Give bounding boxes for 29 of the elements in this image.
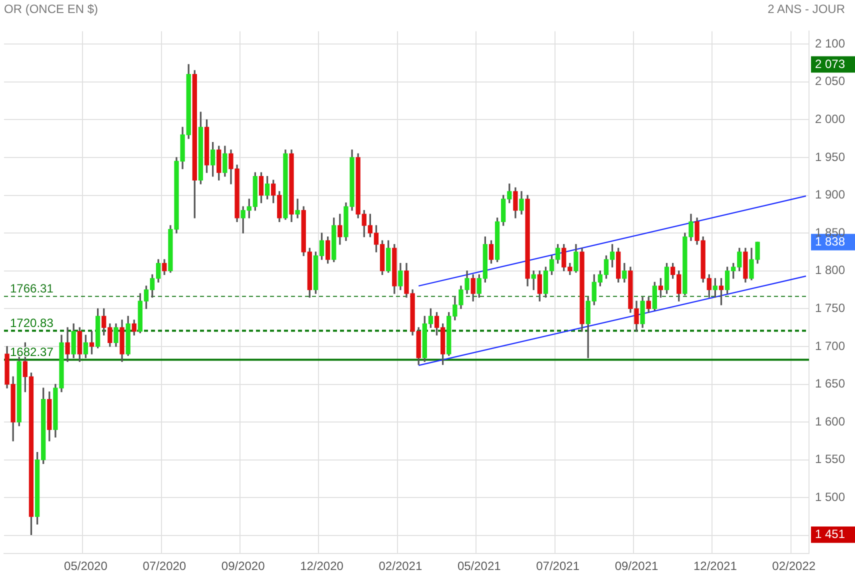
x-tick-label: 05/2020 xyxy=(64,559,108,574)
y-tick-label: 1 750 xyxy=(815,300,846,315)
y-tick-label: 1 650 xyxy=(815,376,846,391)
y-tick-label: 1 600 xyxy=(815,414,846,428)
y-tick-label: 1 500 xyxy=(815,490,846,504)
y-tick-label: 1 900 xyxy=(815,188,846,202)
chart-subtitle: 2 ANS - JOUR xyxy=(768,2,845,16)
y-tick-label: 1 451 xyxy=(815,527,846,542)
x-tick-label: 12/2020 xyxy=(300,559,344,574)
x-tick-label: 09/2021 xyxy=(614,559,659,574)
ref-line-label: 1720.83 xyxy=(10,316,54,330)
y-tick-label: 1 950 xyxy=(815,150,846,164)
y-tick-label: 2 000 xyxy=(815,112,846,126)
y-tick-label: 1 800 xyxy=(815,263,846,278)
x-tick-label: 09/2020 xyxy=(221,559,266,574)
x-tick-label: 05/2021 xyxy=(457,559,502,574)
x-tick-label: 12/2021 xyxy=(693,559,738,574)
y-tick-label: 2 100 xyxy=(815,36,846,50)
candlestick xyxy=(295,198,300,218)
y-tick-label: 2 073 xyxy=(815,56,846,71)
x-tick-label: 07/2020 xyxy=(142,559,186,574)
y-tick-label: 2 050 xyxy=(815,74,846,88)
y-tick-label: 1 550 xyxy=(815,452,846,466)
x-tick-label: 02/2021 xyxy=(378,559,422,574)
x-tick-label: 07/2021 xyxy=(536,559,580,574)
x-tick-label: 02/2022 xyxy=(772,559,816,574)
y-tick-label: 1 700 xyxy=(815,338,846,353)
chart-title: OR (ONCE EN $) xyxy=(4,2,98,16)
ref-line-label: 1766.31 xyxy=(10,282,54,296)
